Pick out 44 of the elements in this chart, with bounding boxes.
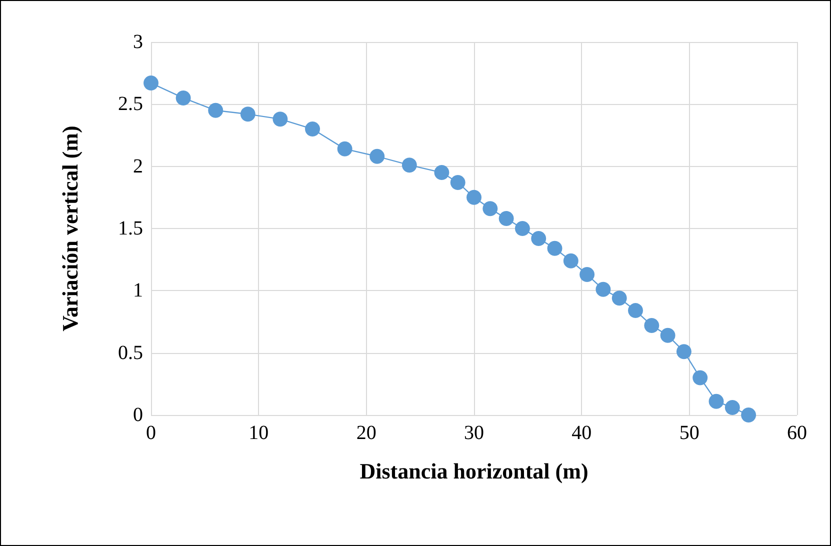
point (563, 253, 578, 268)
x-tick-label: 50 (679, 422, 700, 444)
x-axis-title: Distancia horizontal (m) (360, 458, 588, 484)
point (580, 267, 595, 282)
point (305, 122, 320, 137)
point (208, 102, 224, 118)
point (450, 175, 466, 190)
point (402, 158, 417, 173)
point (676, 344, 692, 360)
point (596, 282, 611, 297)
point (240, 106, 256, 122)
point (434, 165, 450, 180)
point (482, 201, 498, 216)
x-tick-label: 40 (572, 422, 592, 444)
point (612, 290, 627, 306)
point (498, 211, 514, 226)
y-tick-label: 2.5 (118, 93, 143, 116)
point (628, 303, 643, 318)
y-tick-label: 0 (133, 404, 143, 426)
point (644, 318, 660, 333)
y-tick-label: 1.5 (118, 218, 143, 240)
y-tick-label: 0.5 (118, 342, 143, 364)
point (692, 370, 708, 386)
x-tick-label: 60 (787, 422, 807, 444)
x-tick-label: 10 (248, 422, 269, 444)
x-tick-label: 20 (356, 422, 376, 444)
y-tick-label: 3 (133, 31, 143, 53)
point (724, 400, 740, 416)
point (272, 112, 288, 127)
point (370, 148, 385, 164)
point (531, 230, 546, 246)
point (144, 76, 158, 91)
x-tick-label: 30 (464, 422, 484, 444)
point (741, 408, 756, 422)
y-axis-title: Variación vertical (m) (58, 126, 82, 332)
point (547, 240, 562, 256)
point (708, 394, 724, 409)
point (466, 190, 482, 205)
point (660, 328, 676, 343)
y-tick-label: 2 (133, 155, 143, 178)
point (176, 90, 191, 106)
point (514, 221, 530, 236)
y-tick-label: 1 (133, 280, 143, 302)
point (337, 141, 352, 156)
